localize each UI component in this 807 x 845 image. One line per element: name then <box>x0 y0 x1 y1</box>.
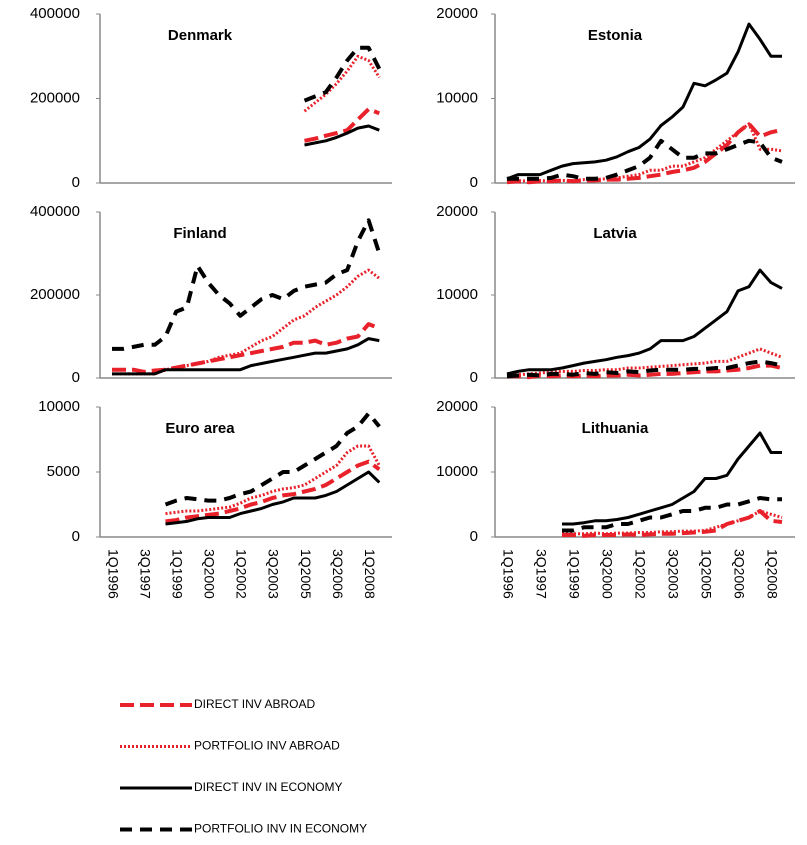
legend-label: DIRECT INV IN ECONOMY <box>194 780 342 794</box>
series-line <box>506 359 783 379</box>
y-tick-label: 400000 <box>30 5 80 22</box>
series-line <box>506 268 783 376</box>
series-line <box>562 496 782 533</box>
x-tick-label: 1Q1999 <box>169 549 185 599</box>
series-line <box>304 124 380 147</box>
y-tick-label: 10000 <box>436 89 478 106</box>
series-line <box>112 218 382 351</box>
series-line <box>506 122 783 183</box>
series-line <box>303 54 381 113</box>
y-tick-label: 200000 <box>30 286 80 303</box>
x-tick-label: 3Q2000 <box>599 549 615 599</box>
x-tick-label: 1Q1996 <box>500 549 516 599</box>
chart-title: Estonia <box>588 27 643 44</box>
chart-title: Lithuania <box>582 420 649 437</box>
x-tick-label: 1Q2008 <box>764 549 780 599</box>
series-line <box>506 121 783 185</box>
series-line <box>165 459 381 524</box>
legend-label: DIRECT INV ABROAD <box>194 697 315 711</box>
y-tick-label: 10000 <box>436 463 478 480</box>
x-tick-label: 3Q2003 <box>665 549 681 599</box>
x-tick-label: 3Q2006 <box>731 549 747 599</box>
y-tick-label: 0 <box>470 528 478 545</box>
series-line <box>506 22 782 181</box>
y-tick-label: 200000 <box>30 89 80 106</box>
x-tick-label: 3Q2006 <box>330 549 346 599</box>
x-tick-label: 3Q2003 <box>266 549 282 599</box>
y-tick-label: 0 <box>72 528 80 545</box>
series-line <box>562 431 782 526</box>
series-line <box>112 337 380 376</box>
legend-label: PORTFOLIO INV ABROAD <box>194 739 340 753</box>
y-tick-label: 10000 <box>436 286 478 303</box>
y-tick-label: 10000 <box>38 398 80 415</box>
x-tick-label: 1Q2002 <box>632 549 648 599</box>
series-line <box>304 107 381 143</box>
y-tick-label: 20000 <box>436 203 478 220</box>
series-line <box>507 138 783 181</box>
y-tick-label: 0 <box>470 174 478 191</box>
series-line <box>112 268 381 376</box>
series-line <box>303 45 382 103</box>
y-tick-label: 20000 <box>436 398 478 415</box>
chart-title: Finland <box>173 225 226 242</box>
x-tick-label: 1Q1996 <box>105 549 121 599</box>
x-tick-label: 1Q2005 <box>298 549 314 599</box>
y-tick-label: 0 <box>470 369 478 386</box>
x-tick-label: 1Q2005 <box>698 549 714 599</box>
y-tick-label: 20000 <box>436 5 478 22</box>
x-tick-label: 3Q2000 <box>202 549 218 599</box>
chart-title: Denmark <box>168 27 233 44</box>
y-tick-label: 0 <box>72 174 80 191</box>
series-line <box>507 363 783 380</box>
legend-label: PORTFOLIO INV IN ECONOMY <box>194 822 367 836</box>
x-tick-label: 3Q1997 <box>137 549 153 599</box>
x-tick-label: 3Q1997 <box>533 549 549 599</box>
chart-title: Euro area <box>165 420 235 437</box>
series-line <box>506 347 783 377</box>
y-tick-label: 400000 <box>30 203 80 220</box>
chart-title: Latvia <box>593 225 637 242</box>
y-tick-label: 0 <box>72 369 80 386</box>
series-line <box>112 322 381 374</box>
series-line <box>562 509 783 536</box>
y-tick-label: 5000 <box>47 463 80 480</box>
x-tick-label: 1Q1999 <box>566 549 582 599</box>
series-line <box>165 470 381 526</box>
x-tick-label: 1Q2008 <box>362 549 378 599</box>
x-tick-label: 1Q2002 <box>234 549 250 599</box>
